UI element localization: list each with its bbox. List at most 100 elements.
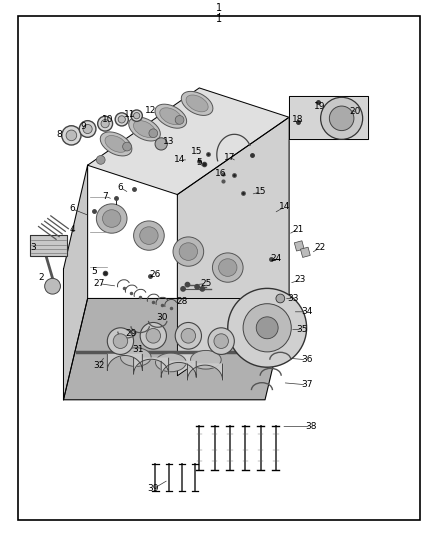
Circle shape xyxy=(101,119,109,128)
Text: 30: 30 xyxy=(156,313,168,321)
Text: 21: 21 xyxy=(292,225,304,233)
Text: 1: 1 xyxy=(216,3,222,13)
Ellipse shape xyxy=(219,259,237,276)
Text: 5: 5 xyxy=(91,268,97,276)
Text: 32: 32 xyxy=(93,361,104,369)
Ellipse shape xyxy=(181,328,195,343)
Text: 37: 37 xyxy=(301,381,312,389)
Circle shape xyxy=(256,317,278,339)
Ellipse shape xyxy=(100,132,132,156)
Text: 16: 16 xyxy=(215,169,227,177)
Circle shape xyxy=(62,126,81,145)
Ellipse shape xyxy=(214,334,229,349)
Circle shape xyxy=(123,142,131,151)
Text: 24: 24 xyxy=(270,254,282,263)
Text: 14: 14 xyxy=(174,156,185,164)
Text: 11: 11 xyxy=(124,110,135,119)
Text: 17: 17 xyxy=(224,153,236,161)
Ellipse shape xyxy=(146,328,160,343)
Text: 5: 5 xyxy=(196,158,202,167)
Circle shape xyxy=(181,287,185,291)
Ellipse shape xyxy=(129,117,160,141)
Text: 19: 19 xyxy=(314,102,325,111)
Text: 7: 7 xyxy=(102,192,108,200)
Text: 13: 13 xyxy=(163,137,174,146)
Text: 27: 27 xyxy=(93,279,104,288)
Text: 12: 12 xyxy=(145,106,157,115)
Text: 4: 4 xyxy=(70,225,75,233)
Text: 23: 23 xyxy=(294,276,306,284)
Circle shape xyxy=(175,116,184,124)
Circle shape xyxy=(195,285,199,289)
Text: 14: 14 xyxy=(279,203,290,211)
Ellipse shape xyxy=(113,334,128,349)
Text: 1: 1 xyxy=(216,14,222,23)
Text: 29: 29 xyxy=(126,329,137,337)
Circle shape xyxy=(134,112,140,119)
Circle shape xyxy=(115,113,128,126)
Text: 8: 8 xyxy=(56,131,62,139)
Ellipse shape xyxy=(140,322,166,349)
Circle shape xyxy=(243,304,291,352)
Text: 36: 36 xyxy=(301,356,312,364)
Text: 10: 10 xyxy=(102,116,113,124)
Bar xyxy=(300,247,310,257)
Polygon shape xyxy=(64,298,289,400)
Ellipse shape xyxy=(134,221,164,250)
Circle shape xyxy=(98,116,113,131)
Circle shape xyxy=(96,156,105,164)
Circle shape xyxy=(66,130,77,141)
Polygon shape xyxy=(134,358,169,374)
Ellipse shape xyxy=(107,328,134,354)
Text: 2: 2 xyxy=(39,273,44,281)
Polygon shape xyxy=(187,364,223,380)
Circle shape xyxy=(276,294,285,303)
Text: 28: 28 xyxy=(176,297,187,305)
Polygon shape xyxy=(64,165,88,400)
Ellipse shape xyxy=(160,108,182,125)
Ellipse shape xyxy=(191,351,221,369)
Circle shape xyxy=(149,129,158,138)
Circle shape xyxy=(131,110,142,122)
Text: 18: 18 xyxy=(292,116,304,124)
Ellipse shape xyxy=(173,237,204,266)
Polygon shape xyxy=(289,96,368,139)
Bar xyxy=(294,241,304,251)
Bar xyxy=(30,235,67,256)
Text: 38: 38 xyxy=(305,422,317,431)
Circle shape xyxy=(329,106,354,131)
Text: 6: 6 xyxy=(69,205,75,213)
Circle shape xyxy=(155,138,167,150)
Text: 33: 33 xyxy=(288,294,299,303)
Ellipse shape xyxy=(96,204,127,233)
Ellipse shape xyxy=(105,135,127,152)
Text: 15: 15 xyxy=(255,188,266,196)
Ellipse shape xyxy=(155,353,186,372)
Ellipse shape xyxy=(120,348,151,367)
Polygon shape xyxy=(177,117,289,376)
Circle shape xyxy=(118,116,125,123)
Polygon shape xyxy=(88,88,289,195)
Ellipse shape xyxy=(179,243,198,260)
Text: 6: 6 xyxy=(117,183,124,192)
Text: 31: 31 xyxy=(132,345,144,353)
Circle shape xyxy=(185,282,190,287)
Circle shape xyxy=(45,278,60,294)
Text: 22: 22 xyxy=(314,244,325,252)
Ellipse shape xyxy=(175,322,201,349)
Text: 34: 34 xyxy=(301,308,312,316)
Circle shape xyxy=(83,124,92,134)
Text: 20: 20 xyxy=(349,108,360,116)
Text: 9: 9 xyxy=(80,123,86,131)
Text: 26: 26 xyxy=(150,270,161,279)
Ellipse shape xyxy=(155,104,187,128)
Text: 35: 35 xyxy=(297,325,308,334)
Circle shape xyxy=(79,120,96,138)
Ellipse shape xyxy=(134,120,155,138)
Text: 15: 15 xyxy=(191,148,203,156)
Text: 25: 25 xyxy=(200,279,212,288)
Ellipse shape xyxy=(102,209,121,228)
Polygon shape xyxy=(107,354,142,370)
Circle shape xyxy=(200,287,205,291)
Ellipse shape xyxy=(208,328,234,354)
